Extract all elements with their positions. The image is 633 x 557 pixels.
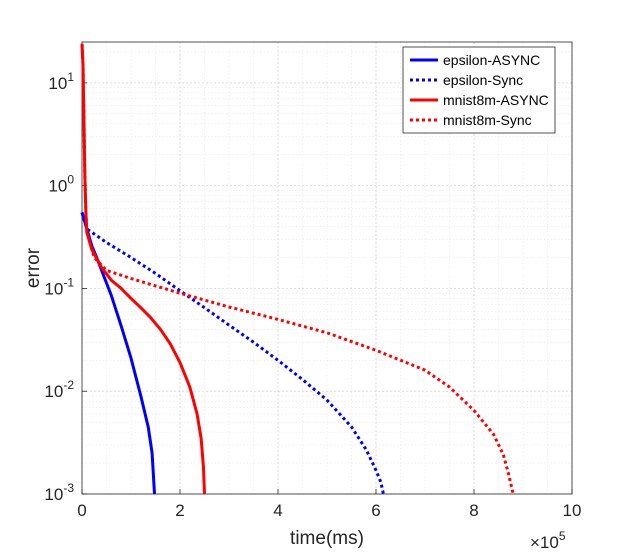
legend: epsilon-ASYNC epsilon-Sync mnist8m-ASYNC mn… xyxy=(402,46,556,134)
x-tick-label: 0 xyxy=(77,501,86,520)
axes xyxy=(81,41,573,495)
legend-label-1: epsilon-ASYNC xyxy=(443,52,540,68)
x-axis-multiplier-exponent: 5 xyxy=(559,529,566,543)
legend-label-2: epsilon-Sync xyxy=(443,72,523,88)
series-group xyxy=(80,43,515,495)
y-tick-label: 101 xyxy=(48,70,74,93)
plot-frame xyxy=(81,41,573,495)
y-tick-label: 10-1 xyxy=(44,275,74,298)
x-tick-label: 2 xyxy=(175,501,184,520)
series-line-4 xyxy=(80,43,515,495)
x-tick-label: 4 xyxy=(273,501,282,520)
y-tick-label: 100 xyxy=(48,173,74,196)
x-tick-label: 8 xyxy=(469,501,478,520)
x-axis-multiplier-base: ×10 xyxy=(530,533,559,552)
x-tick-label: 10 xyxy=(563,501,582,520)
y-tick-label: 10-3 xyxy=(44,481,74,504)
y-tick-label: 10-2 xyxy=(44,378,74,401)
series-line-2 xyxy=(80,211,385,495)
legend-label-3: mnist8m-ASYNC xyxy=(443,92,549,108)
ticks: 0 2 4 6 8 10 101 100 10-1 10-2 10-3 xyxy=(44,70,581,520)
x-tick-label: 6 xyxy=(371,501,380,520)
x-axis-label: time(ms) xyxy=(290,528,364,549)
legend-label-4: mnist8m-Sync xyxy=(443,112,532,128)
x-axis-multiplier: ×105 xyxy=(530,529,566,552)
y-axis-label: error xyxy=(23,247,44,288)
